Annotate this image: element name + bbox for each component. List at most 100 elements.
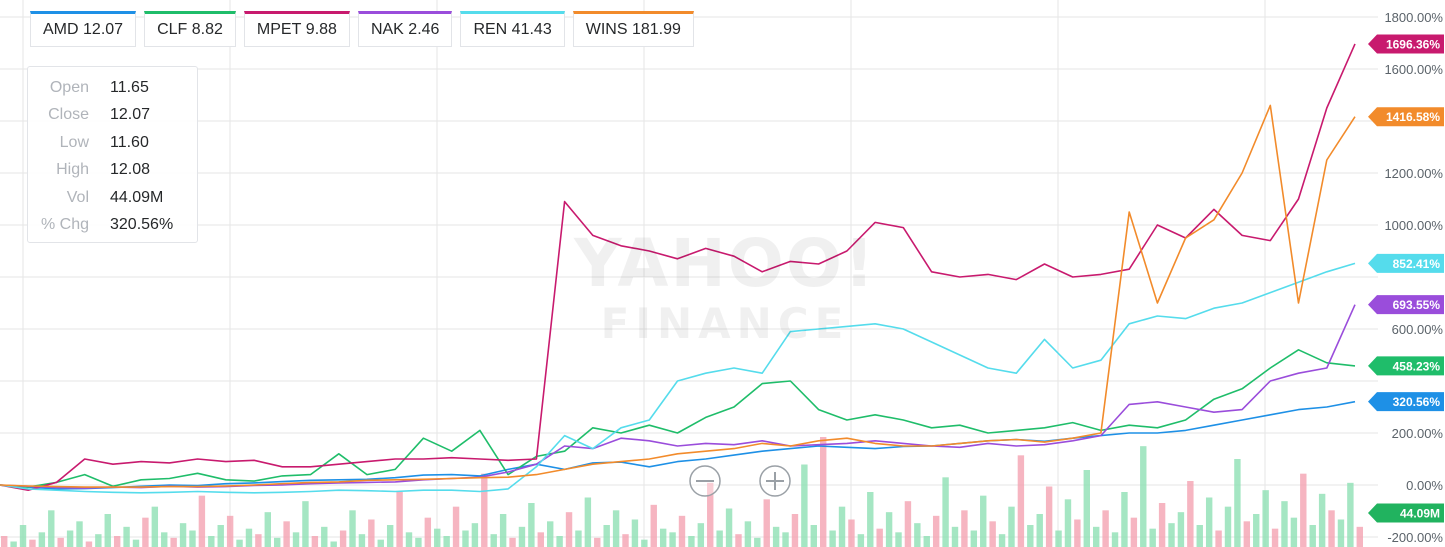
ohlc-value: 11.65: [110, 78, 149, 96]
volume-bar: [396, 492, 403, 547]
end-tag-nak: 693.55%: [1368, 295, 1444, 315]
legend-symbol: REN: [473, 21, 508, 38]
volume-bar: [848, 519, 855, 547]
volume-bar: [283, 521, 290, 547]
volume-bar: [631, 519, 639, 547]
legend-symbol: MPET: [256, 21, 302, 38]
volume-bar: [1196, 525, 1203, 547]
end-tag-wins: 1416.58%: [1368, 107, 1444, 127]
ohlc-row-change: % Chg 320.56%: [28, 212, 197, 240]
volume-bar: [1347, 482, 1354, 547]
legend-item-clf[interactable]: CLF 8.82: [144, 11, 236, 47]
volume-bar: [321, 526, 328, 547]
y-axis: -200.00% 0.00% 200.00% 600.00% 1000.00% 1200.…: [1384, 10, 1443, 545]
volume-bar: [1008, 506, 1015, 547]
end-tag-volume: 44.09M: [1368, 503, 1444, 523]
svg-text:44.09M: 44.09M: [1400, 507, 1440, 521]
volume-bar: [1045, 486, 1053, 547]
volume-bar: [1177, 512, 1185, 547]
volume-bar: [264, 512, 271, 547]
ohlc-row-high: High 12.08: [28, 157, 197, 185]
volume-bar: [537, 532, 544, 547]
volume-bar: [772, 526, 780, 547]
ohlc-value: 11.60: [110, 133, 149, 151]
legend-symbol: AMD: [43, 21, 79, 38]
ohlc-label: Low: [59, 133, 89, 151]
volume-bar: [791, 514, 799, 547]
volume-bar: [132, 539, 140, 547]
volume-bar: [1111, 532, 1119, 547]
volume-bar: [481, 473, 488, 547]
zoom-out-icon: [689, 465, 721, 497]
volume-bar: [876, 528, 883, 547]
volume-bar: [255, 534, 262, 547]
series-line-clf: [0, 348, 1356, 488]
end-tag-amd: 320.56%: [1368, 392, 1444, 412]
legend-item-amd[interactable]: AMD 12.07: [30, 11, 137, 47]
volume-bar: [1271, 528, 1279, 547]
legend-item-mpet[interactable]: MPET 9.88: [243, 11, 350, 47]
volume-bar: [1253, 514, 1260, 547]
volume-bar: [339, 530, 347, 547]
volume-bar: [735, 534, 742, 547]
ohlc-tooltip: Open 11.65 Close 12.07 Low 11.60 High 12.08 …: [27, 66, 198, 243]
volume-bar: [405, 532, 413, 547]
volume-bar: [961, 510, 968, 547]
volume-bar: [932, 515, 940, 547]
volume-bar: [725, 508, 733, 547]
volume-bar: [820, 437, 827, 547]
volume-bar: [1121, 492, 1128, 547]
volume-bar: [386, 525, 394, 547]
volume-bar: [763, 499, 770, 547]
volume-bar: [29, 539, 36, 547]
volume-bar: [415, 537, 422, 547]
volume-bar: [980, 495, 987, 547]
svg-text:852.41%: 852.41%: [1393, 257, 1441, 271]
volume-bar: [471, 523, 479, 547]
volume-bar: [829, 530, 836, 547]
legend-item-nak[interactable]: NAK 2.46: [357, 11, 453, 47]
svg-text:1696.36%: 1696.36%: [1386, 37, 1440, 51]
volume-bar: [885, 512, 893, 547]
y-tick-label: 1800.00%: [1384, 10, 1443, 25]
volume-bar: [565, 512, 573, 547]
ohlc-row-close: Close 12.07: [28, 102, 197, 130]
volume-bar: [867, 492, 874, 547]
volume-bar: [970, 530, 978, 547]
volume-bar: [547, 521, 554, 547]
legend-symbol: CLF: [157, 21, 188, 38]
volume-bar: [151, 506, 159, 547]
ohlc-label: Vol: [66, 188, 89, 206]
end-tag-clf: 458.23%: [1368, 356, 1444, 376]
volume-bar: [1055, 530, 1062, 547]
volume-bar: [1, 536, 8, 547]
volume-bar: [904, 501, 912, 547]
end-tag-mpet: 1696.36%: [1368, 34, 1444, 54]
volume-bar: [923, 536, 930, 547]
end-value-tags: 320.56% 458.23% 1696.36% 693.55% 852.41% 1416…: [1368, 34, 1444, 523]
zoom-markers[interactable]: [689, 465, 791, 497]
y-tick-label: 600.00%: [1392, 322, 1444, 337]
volume-bar: [716, 530, 723, 547]
volume-bar: [1074, 519, 1081, 547]
volume-bar: [189, 530, 196, 547]
volume-bar: [603, 525, 610, 547]
legend-item-ren[interactable]: REN 41.43: [460, 11, 565, 47]
volume-bar: [1328, 510, 1335, 547]
volume-bar: [226, 515, 234, 547]
ohlc-label: Open: [49, 78, 89, 96]
legend-item-wins[interactable]: WINS 181.99: [572, 11, 694, 47]
volume-bar: [490, 534, 497, 547]
volume-bar: [650, 504, 657, 547]
volume-bar: [754, 537, 761, 547]
volume-bar: [594, 537, 601, 547]
volume-bar: [434, 528, 441, 547]
ohlc-row-vol: Vol 44.09M: [28, 184, 197, 212]
volume-bar: [424, 517, 432, 547]
volume-bar: [1356, 526, 1363, 547]
volume-bar: [1017, 455, 1025, 547]
svg-text:458.23%: 458.23%: [1393, 359, 1441, 373]
volume-bar: [1064, 499, 1072, 547]
volume-bar: [989, 521, 996, 547]
volume-bar: [810, 525, 817, 547]
